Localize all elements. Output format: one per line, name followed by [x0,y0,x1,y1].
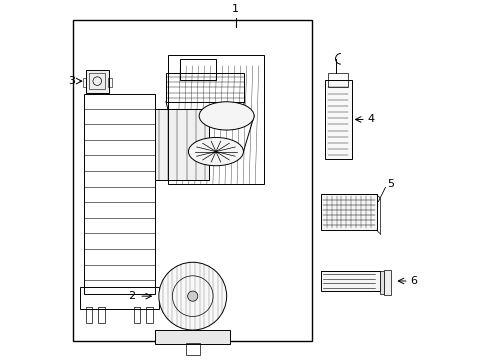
Bar [384,270,390,295]
Bar [155,330,230,344]
Bar [167,55,264,184]
Bar [73,19,312,341]
Text: 6: 6 [409,276,417,286]
Text: 1: 1 [232,4,239,14]
Bar [328,73,347,87]
Bar [84,94,155,294]
Bar [324,80,351,159]
Bar [85,69,109,93]
Ellipse shape [199,102,254,130]
Bar [89,73,105,89]
Ellipse shape [188,138,243,166]
Bar [80,287,159,309]
Bar [185,343,200,355]
Bar [379,271,384,294]
Text: 4: 4 [367,114,374,125]
Bar [146,307,152,323]
Bar [98,307,104,323]
Bar [321,271,379,291]
Circle shape [159,262,226,330]
Circle shape [187,291,198,301]
Text: 5: 5 [386,179,393,189]
Bar [180,59,216,80]
Bar [165,73,244,102]
Bar [108,78,111,87]
Bar [134,307,140,323]
Bar [321,194,376,230]
Text: 3: 3 [68,76,75,86]
Bar [155,109,208,180]
Bar [82,78,86,87]
Text: 2: 2 [128,291,135,301]
Bar [85,307,92,323]
